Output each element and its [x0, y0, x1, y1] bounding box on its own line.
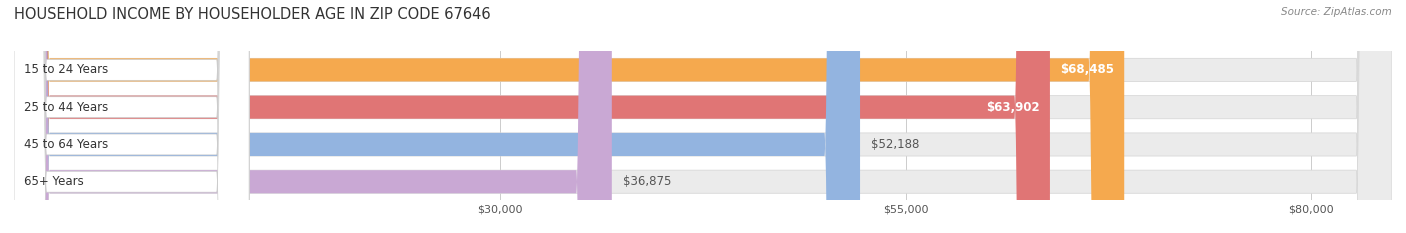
Text: 45 to 64 Years: 45 to 64 Years: [24, 138, 108, 151]
FancyBboxPatch shape: [14, 0, 1392, 233]
Text: 65+ Years: 65+ Years: [24, 175, 83, 188]
Text: $63,902: $63,902: [987, 101, 1040, 114]
FancyBboxPatch shape: [14, 0, 249, 233]
FancyBboxPatch shape: [14, 0, 1392, 233]
FancyBboxPatch shape: [14, 0, 249, 233]
FancyBboxPatch shape: [14, 0, 249, 233]
Text: 25 to 44 Years: 25 to 44 Years: [24, 101, 108, 114]
FancyBboxPatch shape: [14, 0, 612, 233]
FancyBboxPatch shape: [14, 0, 860, 233]
FancyBboxPatch shape: [14, 0, 1392, 233]
Text: $36,875: $36,875: [623, 175, 672, 188]
FancyBboxPatch shape: [14, 0, 1050, 233]
FancyBboxPatch shape: [14, 0, 249, 233]
Text: $52,188: $52,188: [872, 138, 920, 151]
Text: HOUSEHOLD INCOME BY HOUSEHOLDER AGE IN ZIP CODE 67646: HOUSEHOLD INCOME BY HOUSEHOLDER AGE IN Z…: [14, 7, 491, 22]
FancyBboxPatch shape: [14, 0, 1392, 233]
FancyBboxPatch shape: [14, 0, 1125, 233]
Text: Source: ZipAtlas.com: Source: ZipAtlas.com: [1281, 7, 1392, 17]
Text: $68,485: $68,485: [1060, 63, 1115, 76]
Text: 15 to 24 Years: 15 to 24 Years: [24, 63, 108, 76]
